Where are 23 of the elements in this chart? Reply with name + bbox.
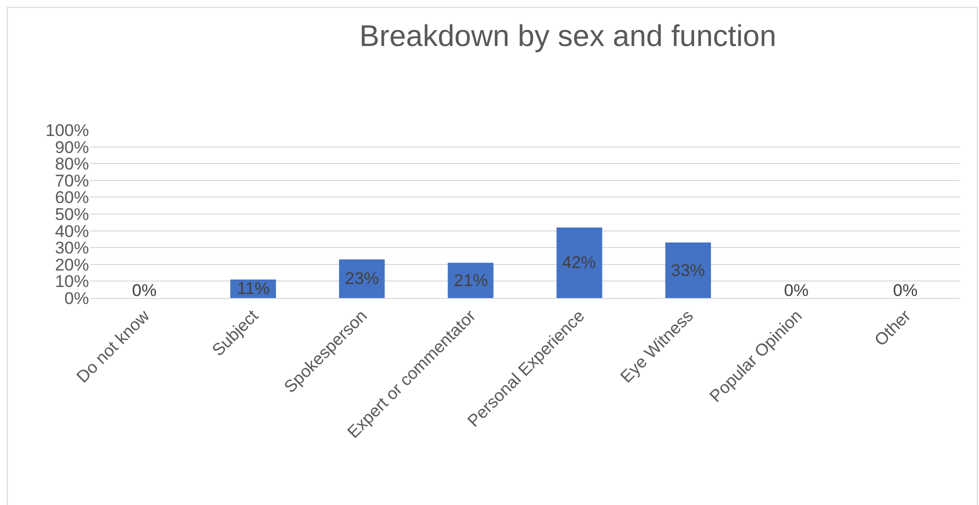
y-tick-label: 30% [54,238,89,258]
y-tick-label: 60% [54,188,89,208]
bar [448,262,494,298]
bar [665,242,711,298]
bar [556,227,602,298]
y-tick-label: 100% [46,120,89,140]
data-label: 33% [671,261,706,280]
y-tick-label: 90% [54,138,89,157]
y-tick-label: 40% [54,222,89,241]
data-label: 0% [784,281,809,300]
y-tick-label: 10% [54,272,89,292]
data-label: 0% [893,281,918,300]
y-tick-label: 0% [64,288,89,308]
data-label: 0% [132,281,157,300]
data-label: 42% [562,253,596,272]
y-tick-label: 20% [54,255,89,274]
y-tick-label: 80% [54,154,89,174]
y-tick-label: 50% [54,204,89,224]
chart-title: Breakdown by sex and function [359,20,776,53]
data-label: 23% [345,269,380,288]
data-label: 21% [454,271,488,290]
y-tick-label: 70% [54,171,89,190]
data-label: 11% [237,279,270,298]
